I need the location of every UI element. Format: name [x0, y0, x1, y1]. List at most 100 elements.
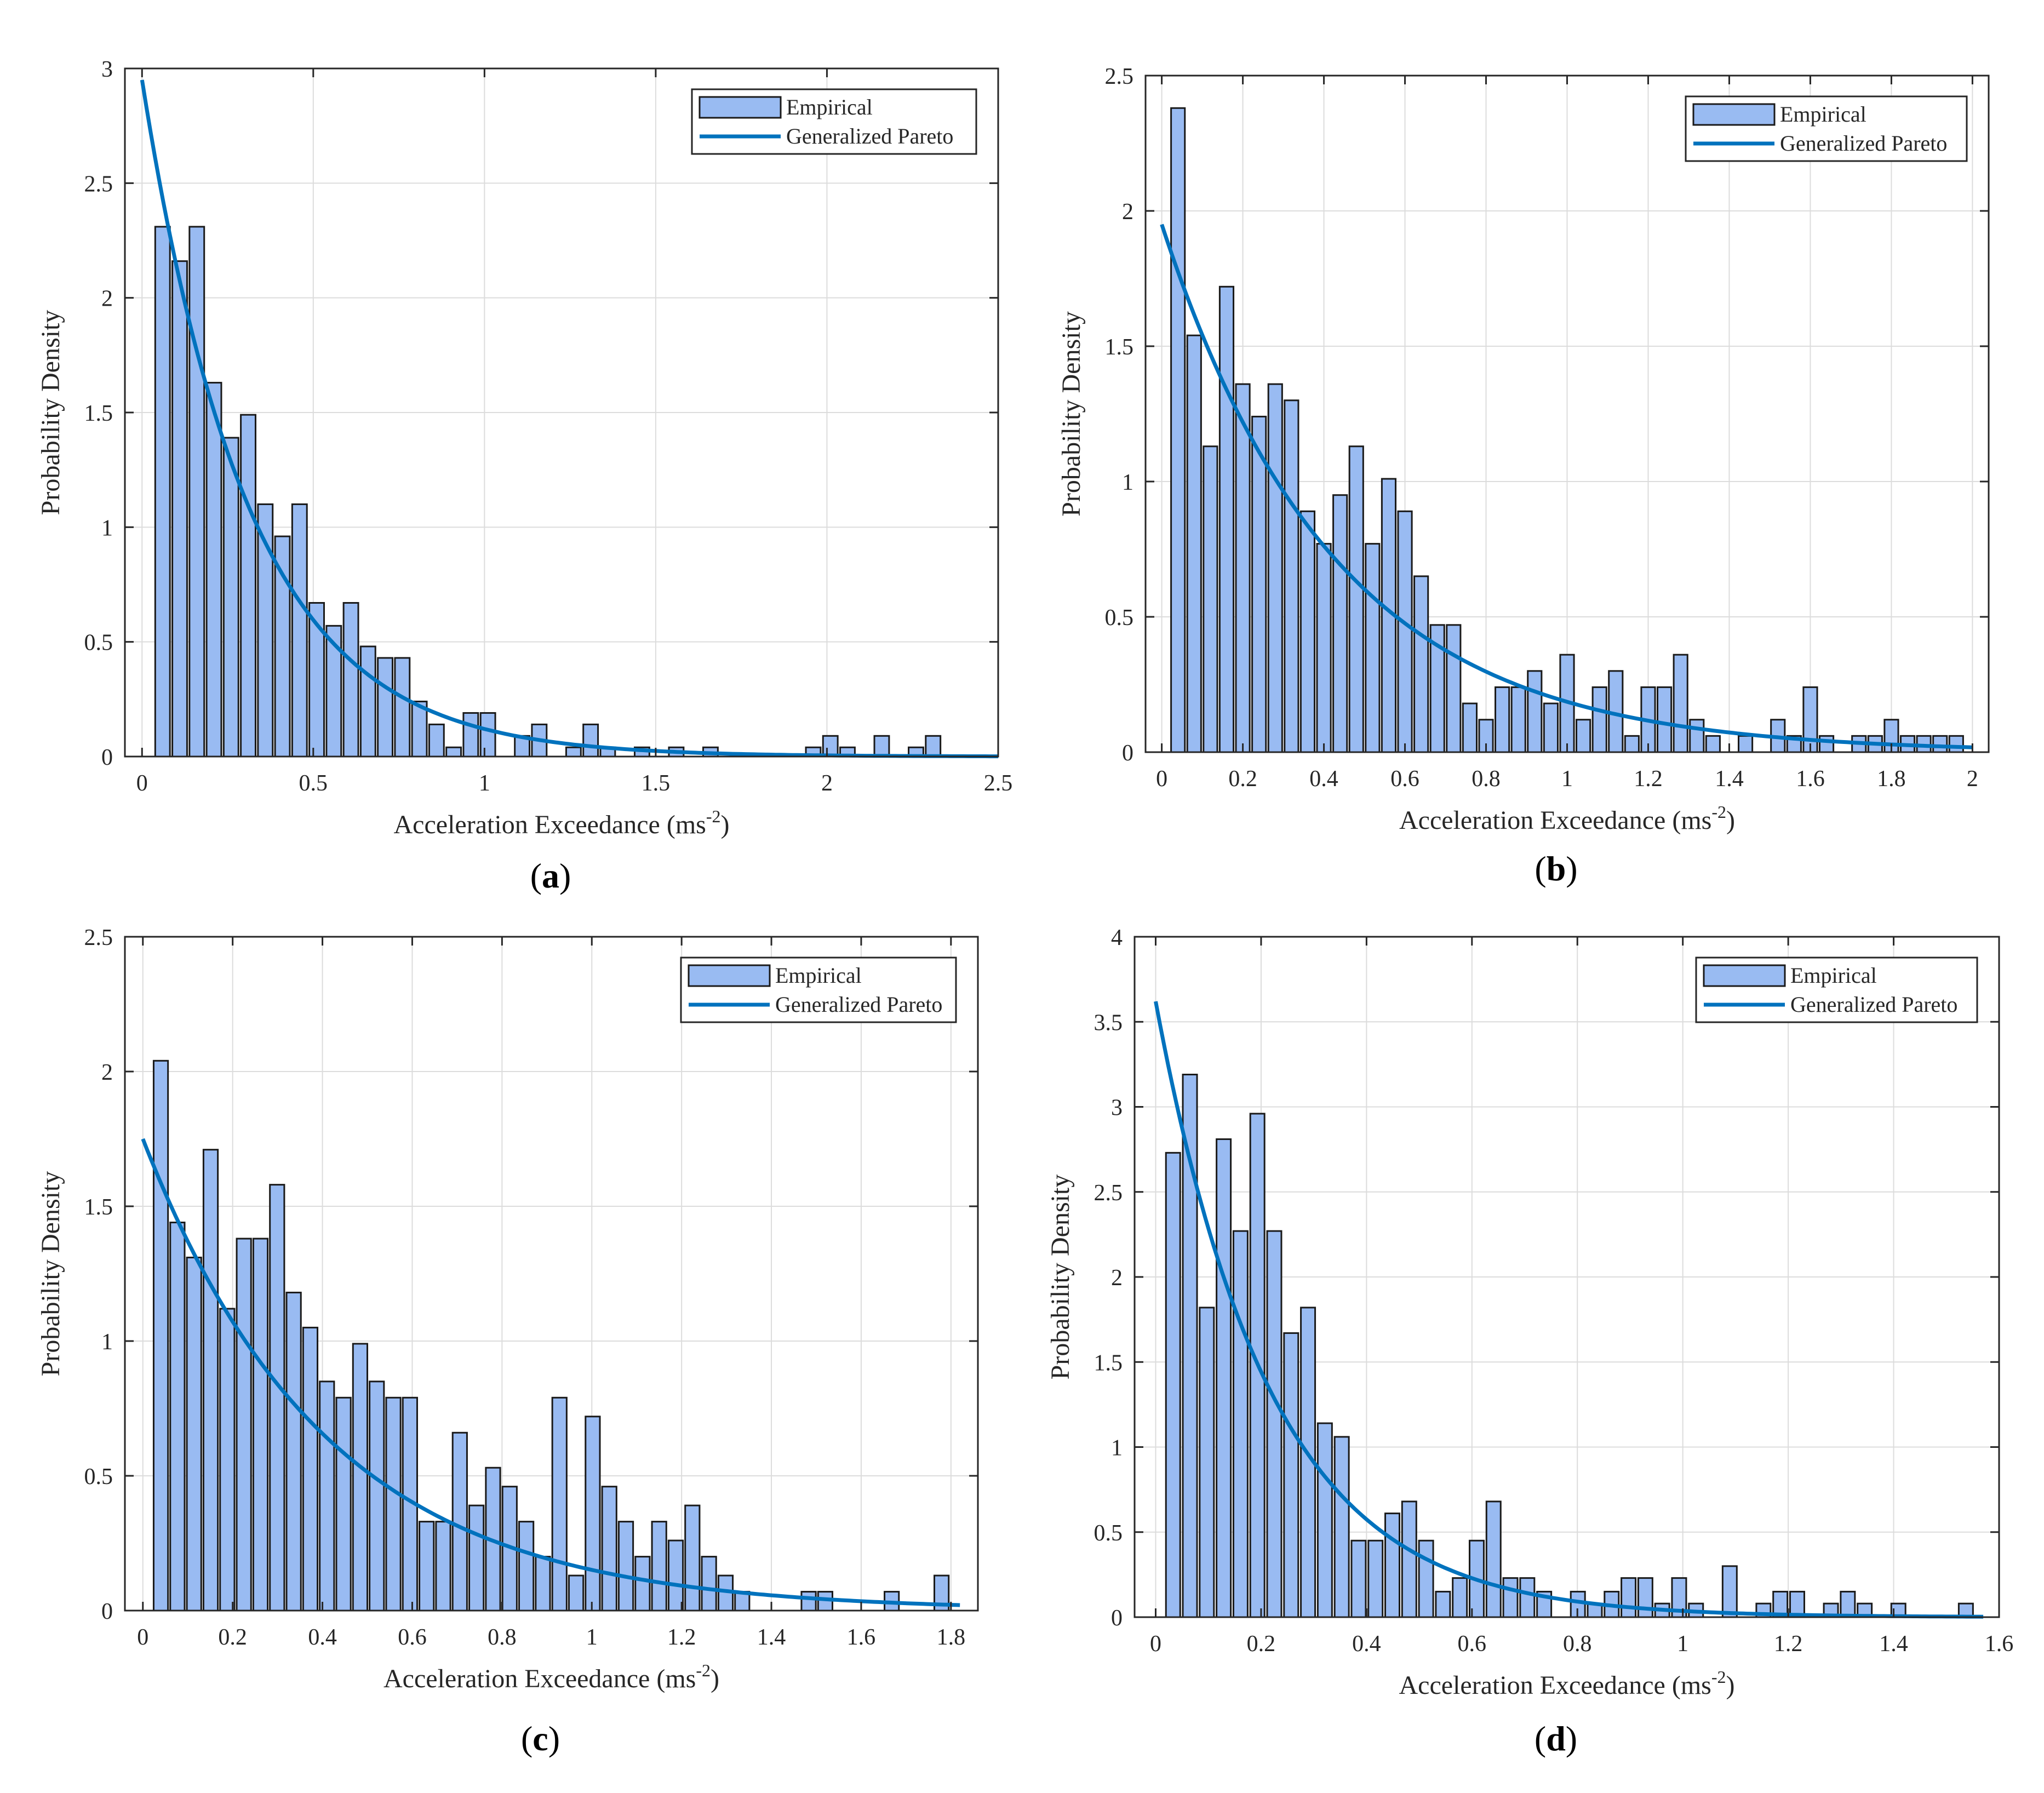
x-tick-label: 1.2	[1634, 766, 1663, 792]
legend-swatch-empirical	[1692, 103, 1776, 126]
x-tick-label: 0	[136, 771, 148, 796]
histogram-bar	[1621, 1577, 1637, 1618]
histogram-bar	[1527, 670, 1543, 753]
x-tick-label: 0.2	[1247, 1631, 1276, 1657]
histogram-bar	[1624, 735, 1640, 753]
fit-curve	[140, 79, 998, 759]
histogram-bar	[468, 1504, 485, 1612]
legend: Empirical Generalized Pareto	[691, 88, 977, 155]
x-tick-label: 0.8	[1472, 766, 1501, 792]
legend: Empirical Generalized Pareto	[1695, 956, 1978, 1023]
chart-panel-d: 0 0.2 0.4 0.6 0.8 1 1.2 1.4 1.6 0 0.5 1 1.5 2 2.5 3 3.5 4…	[1046, 925, 2013, 1758]
histogram-bar	[1251, 415, 1267, 753]
histogram-bar	[1418, 1539, 1434, 1618]
y-tick-label: 1.5	[84, 401, 113, 426]
x-tick-label: 1.6	[1796, 766, 1825, 792]
histogram-bar	[1216, 1138, 1232, 1618]
legend-swatch-empirical	[688, 964, 771, 987]
histogram-bar	[1591, 686, 1607, 753]
histogram-bar	[1283, 1332, 1299, 1618]
histogram-bar	[1170, 107, 1186, 753]
panel-caption: (d)	[1535, 1719, 1577, 1758]
caption-close: )	[1566, 1719, 1577, 1758]
y-tick-label: 3	[101, 57, 113, 82]
legend: Empirical Generalized Pareto	[680, 956, 957, 1023]
histogram-bar	[377, 657, 394, 758]
histogram-bar	[873, 735, 890, 758]
y-tick-label: 0.5	[1094, 1521, 1123, 1546]
histogram-bar	[274, 535, 291, 758]
y-tick-label: 3.5	[1094, 1010, 1123, 1035]
y-tick-label: 1.5	[84, 1195, 113, 1220]
x-axis-label-sup: -2	[1711, 1667, 1726, 1687]
x-tick-label: 0.6	[1390, 766, 1419, 792]
histogram-bar	[684, 1504, 701, 1612]
histogram-bar	[1299, 510, 1316, 753]
y-tick-label: 2	[101, 287, 113, 312]
histogram-bar	[269, 1184, 285, 1612]
histogram-bar	[1165, 1152, 1181, 1618]
histogram-bar	[1218, 285, 1235, 753]
histogram-bar	[667, 1539, 684, 1612]
histogram-bar	[1332, 494, 1348, 753]
histogram-bar	[1673, 654, 1688, 753]
histogram-bar	[1818, 735, 1835, 753]
x-tick-label: 1.6	[847, 1625, 876, 1650]
x-axis-label-close: )	[721, 810, 730, 839]
y-tick-label: 1.5	[1094, 1350, 1123, 1376]
histogram-bar	[1333, 1436, 1350, 1618]
caption-open: (	[521, 1719, 533, 1758]
histogram-bar	[1446, 624, 1462, 753]
histogram-bar	[1543, 702, 1559, 753]
histogram-bar	[1932, 735, 1948, 753]
legend-label-curve: Generalized Pareto	[786, 124, 953, 148]
chart-panel-b: 0 0.2 0.4 0.6 0.8 1 1.2 1.4 1.6 1.8 2 0 0.5 1 1.5 2 2.5 A…	[1057, 64, 1990, 888]
caption-close: )	[1566, 849, 1577, 888]
x-tick-label: 1	[1561, 766, 1573, 792]
histogram-bar	[385, 1396, 402, 1612]
histogram-bar	[1348, 445, 1364, 753]
histogram-bar	[651, 1521, 667, 1612]
histogram-bar	[285, 1291, 302, 1612]
histogram-bar	[291, 503, 308, 758]
y-axis-label: Probability Density	[36, 1171, 65, 1377]
y-tick-label: 0	[101, 745, 113, 770]
x-tick-label: 0.8	[488, 1625, 517, 1650]
x-axis-label-sup: -2	[696, 1660, 711, 1680]
histogram-bar	[1452, 1577, 1468, 1618]
histogram-bar	[1519, 1577, 1536, 1618]
histogram-bar	[451, 1431, 468, 1612]
x-axis-label-main: Acceleration Exceedance (ms	[1399, 806, 1711, 835]
histogram-bar	[222, 437, 239, 758]
x-axis-label-main: Acceleration Exceedance (ms	[394, 810, 706, 839]
axes-box	[124, 936, 979, 1612]
caption-letter: d	[1546, 1719, 1566, 1758]
histogram-bar	[152, 1059, 169, 1612]
x-tick-label: 0	[137, 1625, 148, 1650]
panel-caption: (c)	[521, 1719, 560, 1758]
histogram-bar	[479, 712, 496, 758]
histogram-bar	[186, 1256, 202, 1612]
legend-label-empirical: Empirical	[775, 963, 862, 988]
panel-caption: (b)	[1535, 849, 1577, 888]
fit-curve	[1160, 224, 1973, 749]
histogram-bar	[1203, 445, 1218, 753]
legend-swatch-empirical	[1703, 964, 1786, 987]
y-tick-label: 2	[101, 1060, 113, 1085]
histogram-bar	[582, 723, 599, 758]
histogram-bar	[394, 657, 411, 758]
histogram-bar	[1367, 1539, 1384, 1618]
legend-label-curve: Generalized Pareto	[1790, 992, 1957, 1017]
histogram-bar	[1502, 1577, 1519, 1618]
histogram-bar	[188, 226, 205, 758]
y-tick-label: 0.5	[84, 631, 113, 656]
histogram-bar	[171, 260, 188, 758]
y-tick-label: 0.5	[84, 1464, 113, 1490]
histogram-bar	[169, 1222, 186, 1612]
y-tick-label: 3	[1111, 1096, 1123, 1121]
histogram-bar	[369, 1380, 385, 1612]
x-tick-label: 1.4	[1879, 1631, 1908, 1657]
caption-close: )	[548, 1719, 560, 1758]
histogram-bar	[1689, 719, 1705, 753]
caption-letter: c	[533, 1719, 548, 1758]
